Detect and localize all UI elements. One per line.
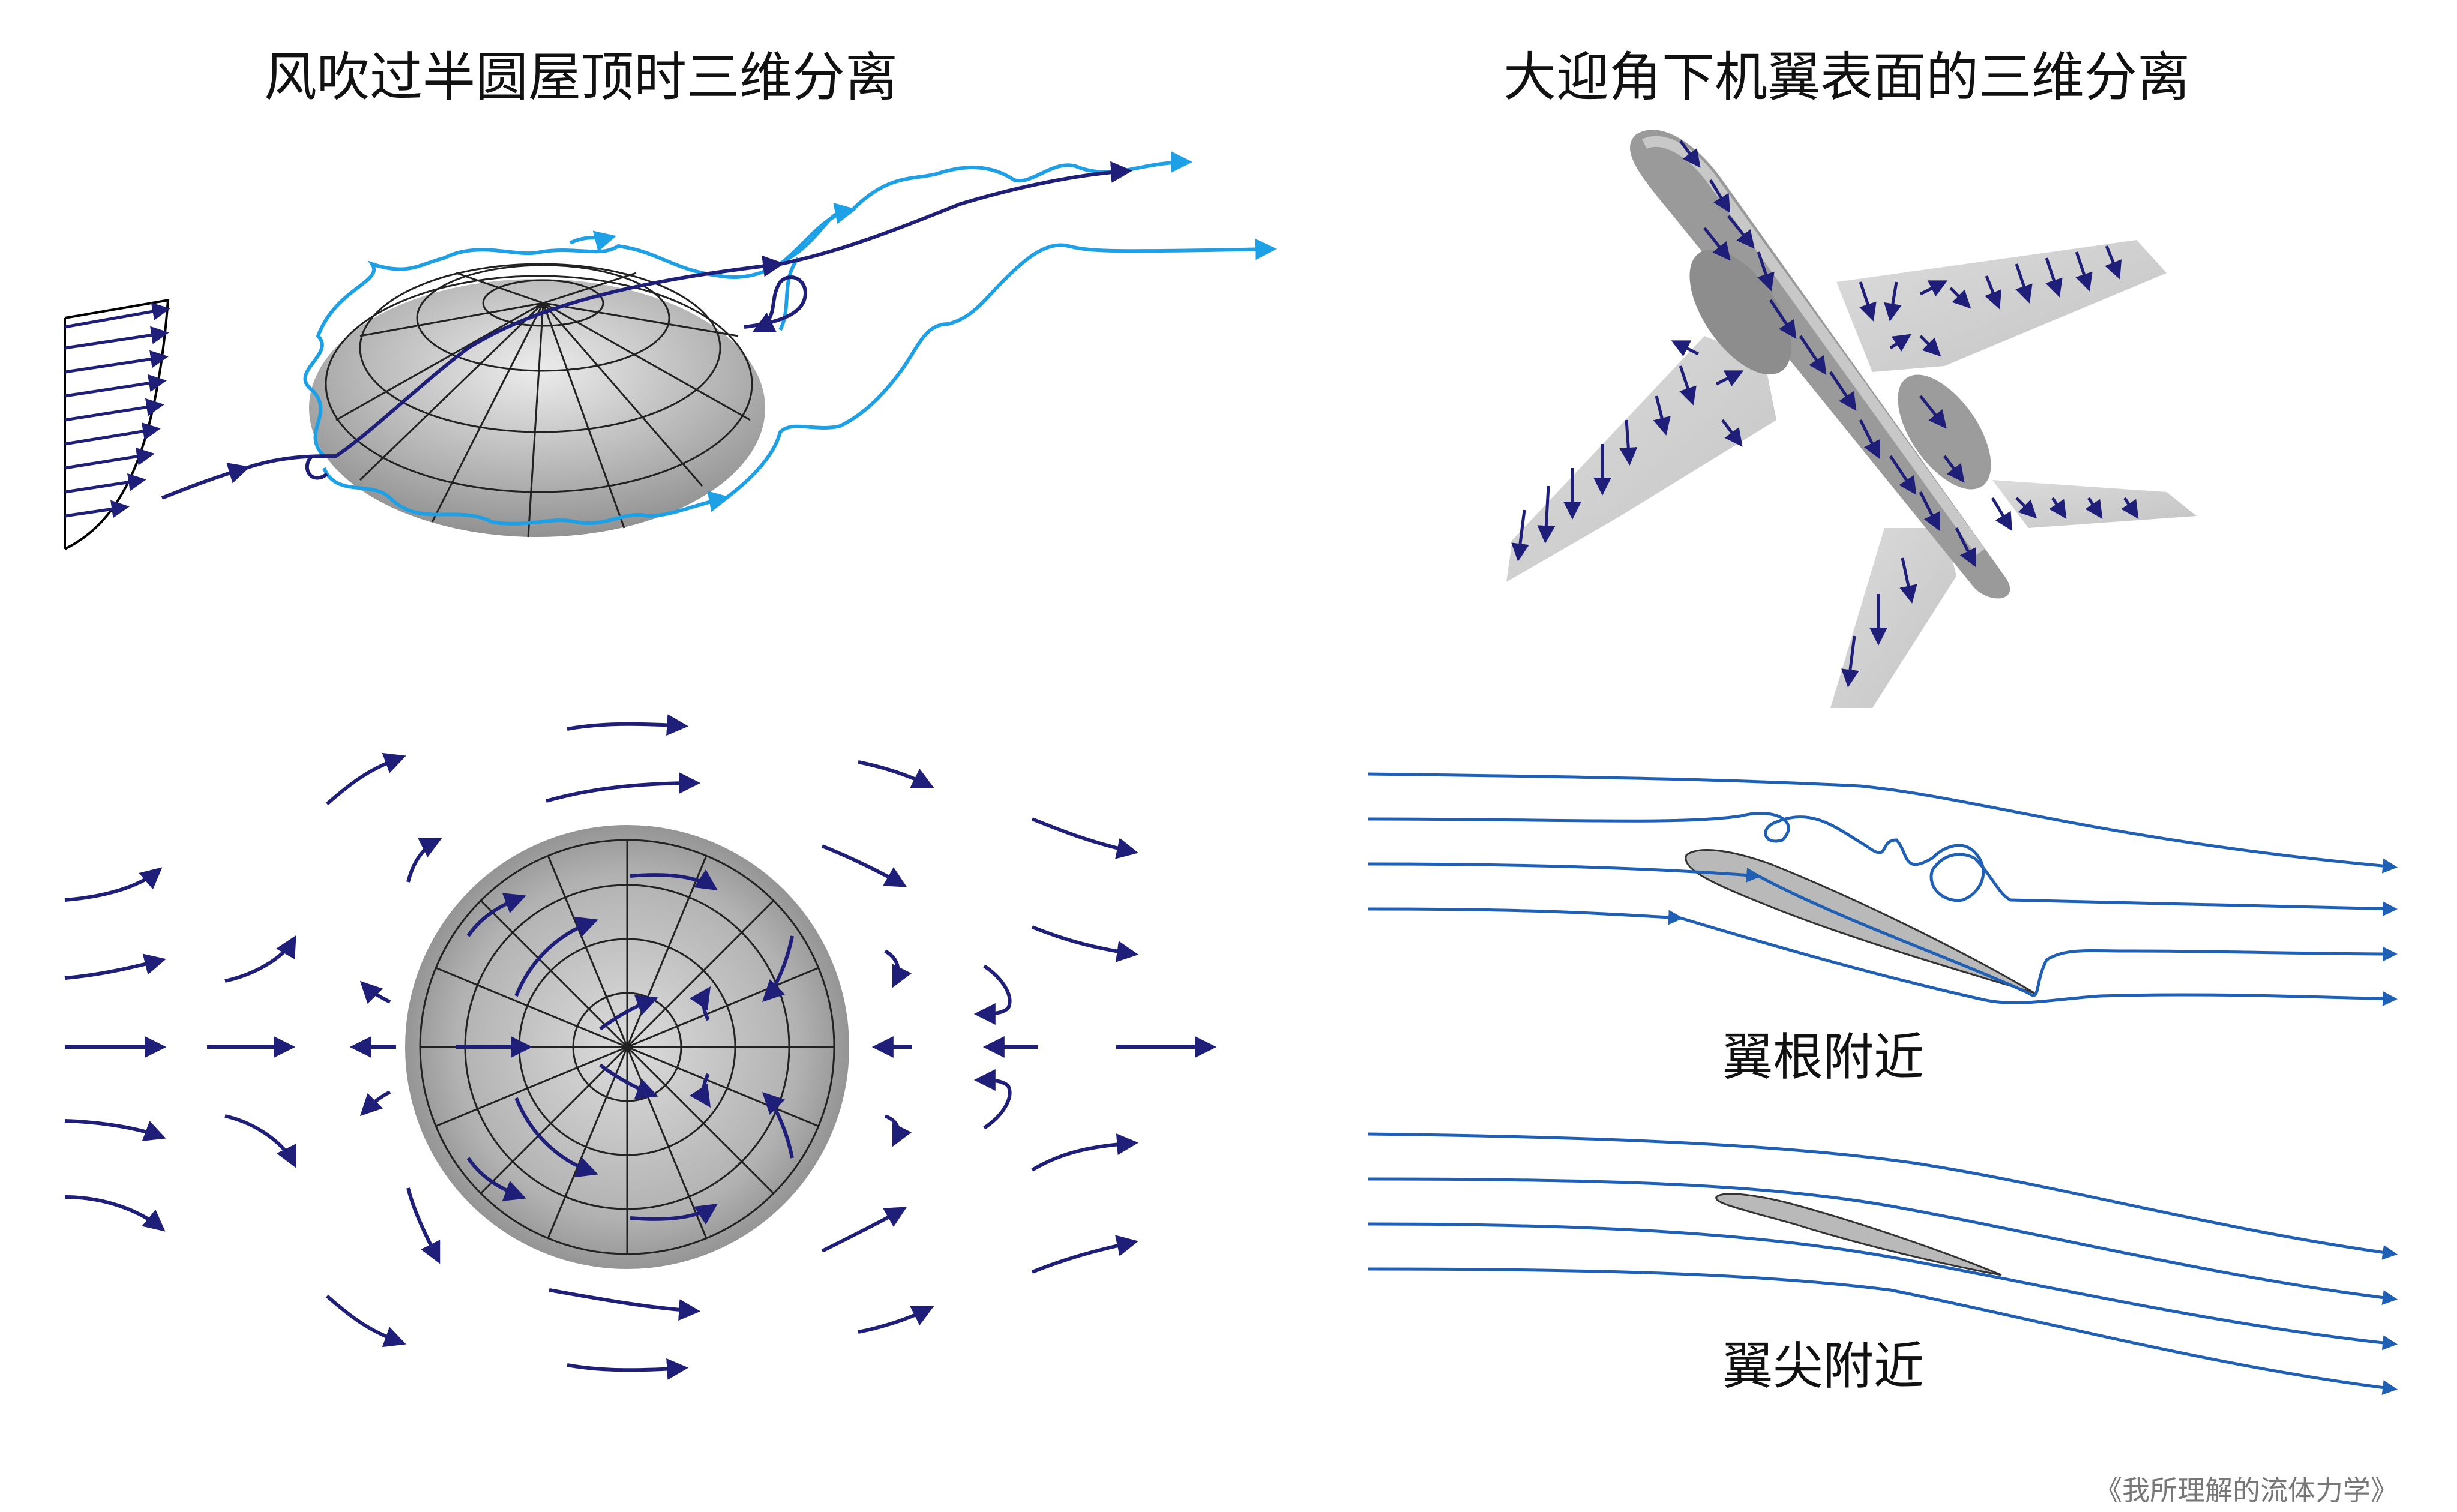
- disc-panel: [64, 714, 1217, 1380]
- wing-tip-streamlines: [1368, 1132, 2398, 1396]
- velocity-profile: [64, 299, 170, 550]
- dome: [309, 263, 765, 538]
- aircraft-surface-arrows: [1511, 140, 2139, 688]
- aircraft-left-wing: [1506, 336, 1776, 582]
- aircraft-right-wing: [1836, 240, 2167, 372]
- dome-title: 风吹过半圆屋顶时三维分离: [264, 46, 898, 108]
- disc: [405, 825, 849, 1269]
- wing-root-label: 翼根附近: [1722, 1028, 1925, 1087]
- aircraft-tail-left: [1830, 528, 1956, 708]
- dome-center-streamline: [161, 161, 1133, 500]
- disc-flow-arrows: [64, 714, 1217, 1380]
- aircraft: [1506, 130, 2197, 708]
- wing-root-streamlines: [1368, 772, 2398, 1006]
- wing-tip-label: 翼尖附近: [1722, 1337, 1925, 1396]
- credit-text: 《我所理解的流体力学》: [2095, 1474, 2398, 1507]
- wing-tip-airfoil: [1715, 1193, 2002, 1276]
- aircraft-title: 大迎角下机翼表面的三维分离: [1503, 46, 2191, 108]
- dome-outer-streamlines: [303, 151, 1277, 526]
- dome-panel: [64, 151, 1277, 550]
